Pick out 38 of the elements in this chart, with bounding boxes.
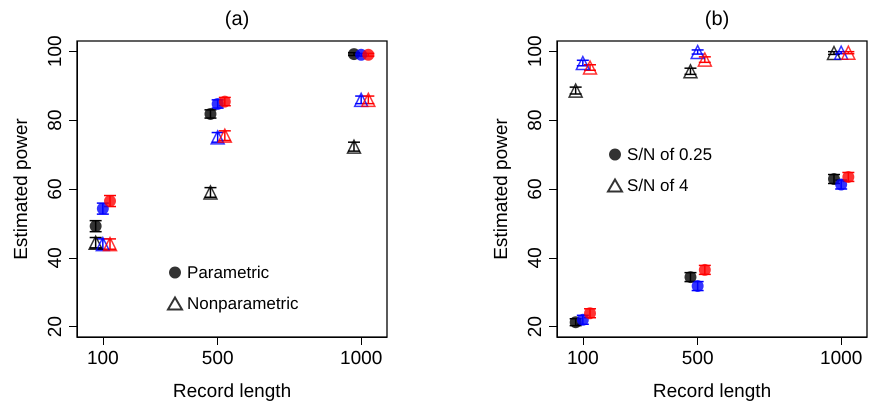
y-tick-label: 40 [525,247,546,268]
legend-label: Nonparametric [187,294,299,313]
legend-label: Parametric [187,263,270,282]
x-axis-title: Record length [172,381,292,402]
point [683,64,698,79]
x-axis-title: Record length [652,381,772,402]
y-tick-label: 80 [45,110,66,131]
point [690,44,705,60]
x-tick-label: 500 [202,348,234,369]
point [826,46,842,60]
y-tick-label: 20 [525,316,546,338]
point [568,83,583,98]
point [582,60,598,75]
x-tick-label: 1000 [820,348,862,369]
x-tick-label: 500 [682,348,714,369]
point [841,45,856,60]
y-tick-label: 60 [45,178,66,200]
point [361,92,376,108]
y-axis-title: Estimated power [11,118,32,260]
x-tick-label: 1000 [340,348,382,369]
legend-label: S/N of 0.25 [627,145,712,164]
legend-label: S/N of 4 [627,176,688,195]
y-tick-label: 100 [45,35,66,68]
y-tick-label: 100 [525,35,546,68]
x-tick-label: 100 [86,348,119,369]
point [576,56,590,70]
y-tick-label: 20 [45,316,66,338]
point [362,48,374,61]
point [698,52,712,67]
chart-title: (b) [704,8,730,30]
y-axis-title: Estimated power [491,118,512,260]
y-tick-label: 80 [525,110,546,131]
chart-title: (a) [224,8,250,30]
point [834,45,848,60]
point [354,92,368,108]
y-tick-label: 60 [525,178,546,200]
x-tick-label: 100 [566,348,599,369]
y-tick-label: 40 [45,247,66,268]
